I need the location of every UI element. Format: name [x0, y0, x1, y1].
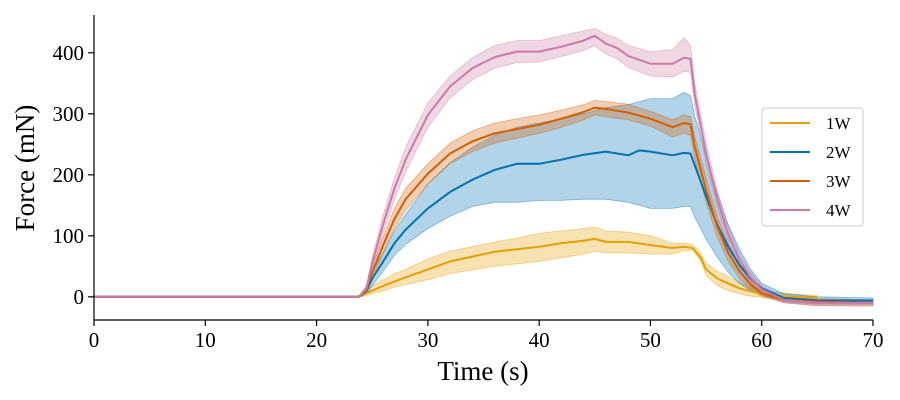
legend-label-4w: 4W [826, 201, 852, 220]
legend-label-2w: 2W [826, 143, 852, 162]
legend-label-3w: 3W [826, 172, 852, 191]
y-ticks: 0 100 200 300 400 [53, 41, 94, 309]
axes [93, 15, 873, 321]
y-tick-label: 0 [74, 285, 85, 309]
y-tick-label: 100 [53, 224, 85, 248]
series-line-2w [94, 149, 873, 302]
x-tick-label: 10 [195, 328, 216, 352]
x-tick-label: 40 [529, 328, 550, 352]
series-lines [94, 34, 874, 304]
y-tick-label: 400 [53, 41, 85, 65]
series-line-4w [94, 34, 873, 304]
confidence-bands [94, 27, 874, 307]
series-line-1w [94, 237, 818, 299]
legend: 1W 2W 3W 4W [761, 107, 864, 227]
y-axis-label: Force (mN) [10, 105, 40, 232]
legend-label-1w: 1W [826, 114, 852, 133]
x-axis-label: Time (s) [437, 356, 528, 386]
x-tick-label: 0 [89, 328, 100, 352]
legend-frame [761, 107, 864, 227]
y-tick-label: 300 [53, 102, 85, 126]
x-tick-label: 70 [863, 328, 884, 352]
y-tick-label: 200 [53, 163, 85, 187]
band-1w [94, 226, 818, 303]
band-2w [94, 92, 874, 305]
series-line-3w [94, 106, 874, 304]
x-tick-label: 30 [417, 328, 438, 352]
x-ticks: 0 10 20 30 40 50 60 70 [89, 320, 884, 352]
x-tick-label: 60 [751, 328, 772, 352]
x-tick-label: 50 [640, 328, 661, 352]
x-tick-label: 20 [306, 328, 327, 352]
